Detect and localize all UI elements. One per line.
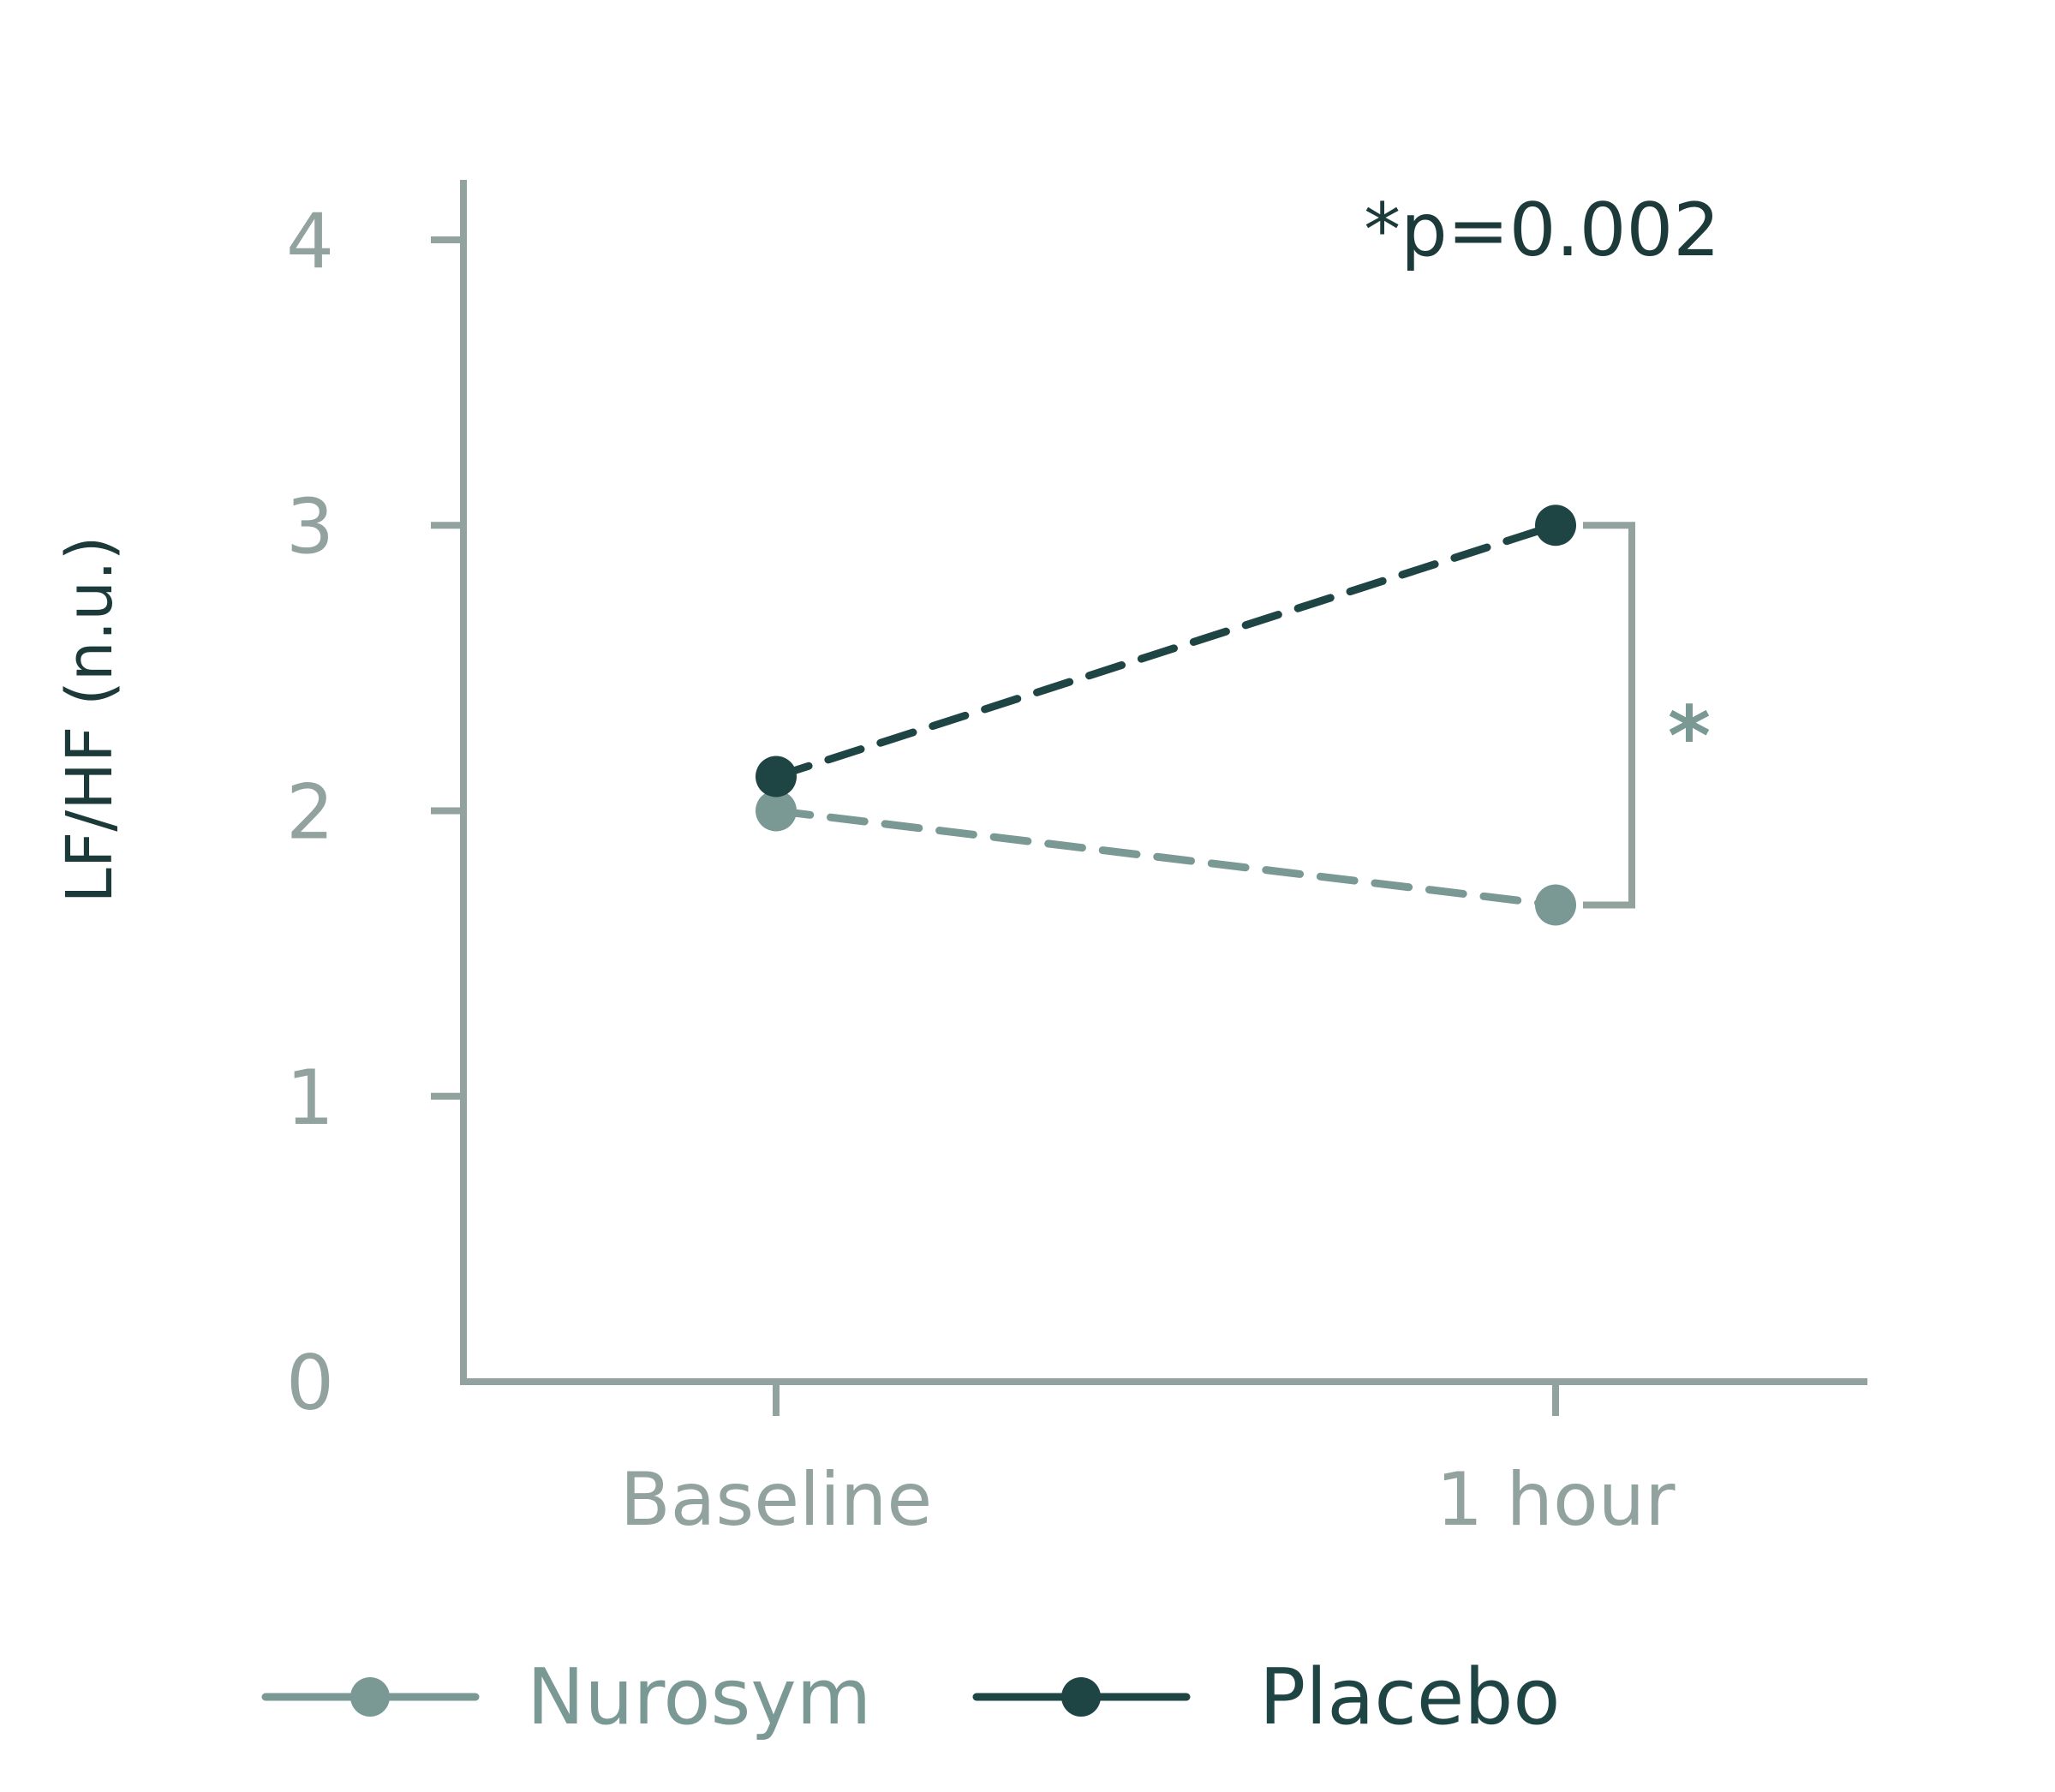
series-layer (756, 505, 1576, 926)
data-point-placebo (1535, 505, 1576, 547)
legend-label-nurosym: Nurosym (527, 1652, 871, 1742)
legend-marker-placebo (1061, 1677, 1101, 1717)
p-value-annotation: *p=0.002 (1364, 188, 1720, 273)
significance-bracket: * (1583, 522, 1711, 909)
axes: 0 1 2 3 4 Baseline 1 hour (286, 180, 1867, 1543)
y-tick-label: 0 (286, 1339, 334, 1427)
legend-label-placebo: Placebo (1259, 1652, 1560, 1742)
x-tick-label: 1 hour (1436, 1457, 1676, 1543)
bracket-line (1583, 522, 1635, 909)
y-tick-label: 4 (286, 197, 334, 285)
y-tick-label: 1 (286, 1054, 334, 1142)
data-point-nurosym (1535, 884, 1576, 926)
y-axis-label: LF/HF (n.u.) (53, 535, 127, 903)
series-line-nurosym (772, 807, 1560, 909)
series-line-placebo (772, 521, 1560, 781)
legend-marker-nurosym (350, 1677, 390, 1717)
legend: Nurosym Placebo (261, 1652, 1560, 1742)
significance-star: * (1668, 689, 1711, 785)
y-tick-label: 2 (286, 768, 334, 857)
data-point-nurosym (756, 790, 797, 832)
data-point-placebo (756, 756, 797, 797)
y-tick-label: 3 (286, 482, 334, 570)
x-tick-label: Baseline (620, 1457, 933, 1543)
